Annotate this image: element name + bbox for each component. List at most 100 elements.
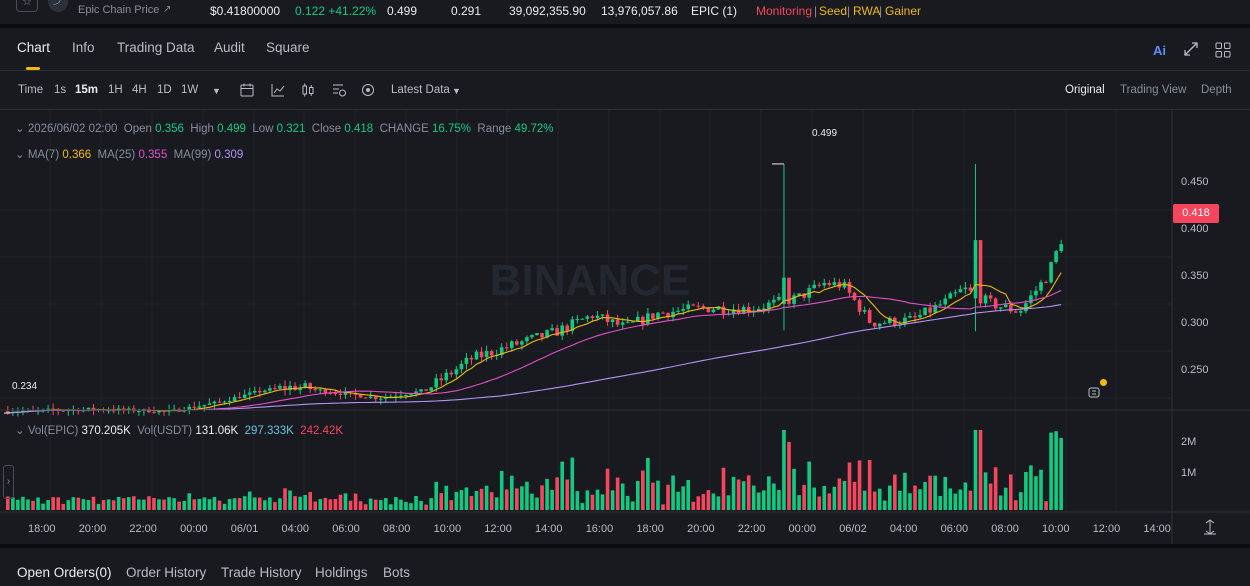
volume-bar [504, 489, 509, 510]
tag-separator: | [847, 4, 851, 18]
ticker-volume-quote: 13,976,057.86 [601, 4, 678, 18]
volume-bar [625, 495, 630, 510]
volume-bar [953, 493, 958, 510]
tab-chart[interactable]: Chart [17, 40, 51, 55]
vol-quote-value: 131.06K [195, 425, 239, 437]
candle-body [998, 307, 1003, 309]
target-icon[interactable] [360, 82, 376, 98]
interval-1d[interactable]: 1D [157, 84, 172, 96]
tab-audit[interactable]: Audit [214, 40, 245, 55]
volume-bar [343, 493, 348, 510]
time-axis-label: 16:00 [585, 523, 614, 535]
interval-4h[interactable]: 4H [132, 84, 147, 96]
tab-square[interactable]: Square [266, 40, 310, 55]
candle-body [469, 357, 474, 360]
time-axis-label: 12:00 [484, 523, 512, 535]
tag-monitoring[interactable]: Monitoring [756, 4, 813, 18]
external-link-icon[interactable]: ↗ [163, 4, 172, 15]
candle-body [862, 310, 867, 312]
layout-grid-icon[interactable] [1215, 42, 1231, 58]
candle-body [232, 397, 237, 401]
alert-bell-icon[interactable] [1087, 379, 1107, 400]
candle-body [6, 411, 10, 414]
collapse-chevron-icon[interactable]: ⌄ [15, 123, 25, 135]
tab-trading-data[interactable]: Trading Data [117, 40, 195, 55]
volume-bar [202, 497, 207, 510]
volume-bar [1054, 431, 1058, 510]
interval-1w[interactable]: 1W [181, 84, 199, 96]
candle-type-icon[interactable] [300, 82, 316, 98]
candle-body [111, 410, 116, 412]
time-axis-label: 06:00 [332, 523, 360, 535]
view-trading-view[interactable]: Trading View [1120, 84, 1187, 96]
candle-body [948, 293, 953, 299]
tab-order-history[interactable]: Order History [126, 565, 207, 580]
volume-bar [273, 502, 277, 510]
interval-1h[interactable]: 1H [108, 84, 123, 96]
vol-ma-b-value: 242.42K [300, 425, 344, 437]
volume-bar [862, 490, 867, 510]
volume-bar [797, 495, 801, 510]
price-chart[interactable]: BINANCE [0, 110, 1250, 544]
candle-body [504, 347, 509, 349]
tag-seed[interactable]: Seed [819, 4, 848, 18]
volume-bar [439, 493, 444, 510]
candle-body [555, 328, 559, 336]
candle-body [399, 395, 403, 397]
tab-open-orders[interactable]: Open Orders(0) [17, 565, 112, 580]
ticker-label[interactable]: Epic Chain Price [78, 4, 160, 16]
volume-bar [928, 475, 932, 510]
candle-body [661, 312, 665, 314]
candle-body [207, 403, 212, 405]
volume-bar [686, 480, 690, 510]
fullscreen-icon[interactable] [1184, 42, 1198, 56]
share-icon[interactable]: ⤴ [48, 0, 68, 12]
view-original[interactable]: Original [1065, 84, 1105, 96]
scale-toggle-icon[interactable] [1203, 519, 1217, 535]
candle-body [525, 337, 529, 342]
tag-rwa[interactable]: RWA [853, 4, 881, 18]
interval-15m[interactable]: 15m [75, 84, 99, 96]
tab-info[interactable]: Info [72, 40, 95, 55]
expand-side-panel-button[interactable]: › [3, 465, 14, 499]
ma25-line [7, 289, 1062, 414]
volume-bar [1044, 501, 1048, 510]
volume-bar [600, 494, 605, 510]
candle-body [973, 240, 978, 299]
volume-bar [172, 498, 176, 510]
volume-bar [61, 503, 66, 510]
candle-body [847, 282, 852, 293]
view-depth[interactable]: Depth [1201, 84, 1232, 96]
interval-1s[interactable]: 1s [54, 84, 67, 96]
chevron-down-icon[interactable]: ▼ [452, 86, 461, 96]
candle-body [510, 341, 514, 348]
price-axis-label: 0.250 [1181, 364, 1209, 376]
collapse-chevron-icon[interactable]: ⌄ [15, 425, 25, 437]
ai-icon[interactable]: Ai [1153, 43, 1166, 58]
volume-bar [358, 501, 363, 510]
volume-bar [605, 468, 610, 510]
chart-settings-icon[interactable] [331, 82, 347, 98]
tag-gainer[interactable]: Gainer [885, 4, 922, 18]
candle-body [323, 389, 328, 394]
latest-data-dropdown[interactable]: Latest Data [391, 84, 450, 96]
calendar-icon[interactable] [239, 82, 255, 98]
collapse-chevron-icon[interactable]: ⌄ [15, 149, 25, 161]
volume-bar [1059, 437, 1063, 510]
candle-body [565, 325, 570, 331]
tab-holdings[interactable]: Holdings [315, 565, 368, 580]
time-label: Time [18, 84, 44, 96]
candle-body [308, 383, 312, 390]
candle-body [237, 397, 242, 399]
volume-bar [207, 499, 212, 510]
favorite-star-button[interactable]: ☆ [16, 0, 38, 12]
indicators-icon[interactable] [270, 82, 286, 98]
tab-trade-history[interactable]: Trade History [221, 565, 302, 580]
tab-bots[interactable]: Bots [383, 565, 411, 580]
volume-bar [187, 493, 192, 510]
interval-more-icon[interactable]: ▼ [212, 86, 221, 96]
volume-bar [852, 481, 857, 510]
ticker-symbol[interactable]: EPIC (1) [691, 4, 738, 18]
candle-body [389, 396, 393, 398]
candle-body [222, 401, 227, 403]
